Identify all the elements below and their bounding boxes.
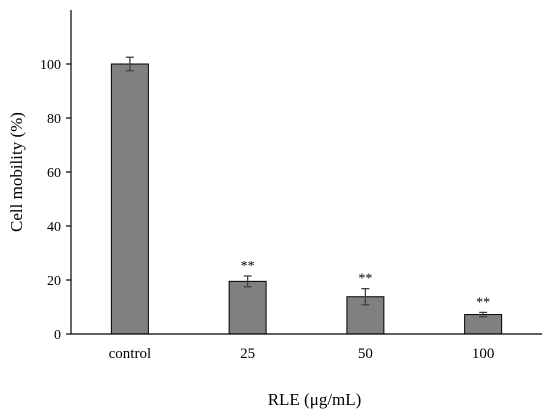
error-bar-50 bbox=[361, 287, 370, 306]
significance-label: ** bbox=[476, 295, 490, 310]
y-tick-label: 60 bbox=[47, 166, 61, 181]
y-tick-label: 40 bbox=[47, 220, 61, 235]
error-bar-25 bbox=[243, 275, 252, 288]
x-category-label: control bbox=[109, 346, 152, 362]
y-tick-label: 80 bbox=[47, 112, 61, 127]
error-bar-control bbox=[125, 56, 134, 72]
y-axis-ticks: 0 20 40 60 80 100 bbox=[40, 58, 71, 343]
error-bars-group bbox=[125, 56, 488, 318]
significance-label: ** bbox=[358, 272, 372, 287]
bar-100 bbox=[464, 314, 503, 335]
bar-control bbox=[110, 63, 149, 335]
y-axis-title: Cell mobility (%) bbox=[7, 112, 26, 232]
significance-labels: ** ** ** bbox=[241, 259, 491, 310]
bars-group bbox=[110, 63, 503, 335]
error-bar-100 bbox=[479, 311, 488, 318]
x-axis-categories: control 25 50 100 bbox=[109, 346, 495, 362]
significance-label: ** bbox=[241, 259, 255, 274]
x-category-label: 25 bbox=[240, 346, 255, 362]
bar-25 bbox=[228, 280, 267, 335]
y-tick-label: 100 bbox=[40, 58, 61, 73]
x-category-label: 50 bbox=[358, 346, 373, 362]
y-tick-label: 20 bbox=[47, 274, 61, 289]
x-category-label: 100 bbox=[472, 346, 495, 362]
y-tick-label: 0 bbox=[54, 328, 61, 343]
x-axis-title: RLE (μg/mL) bbox=[268, 390, 362, 409]
